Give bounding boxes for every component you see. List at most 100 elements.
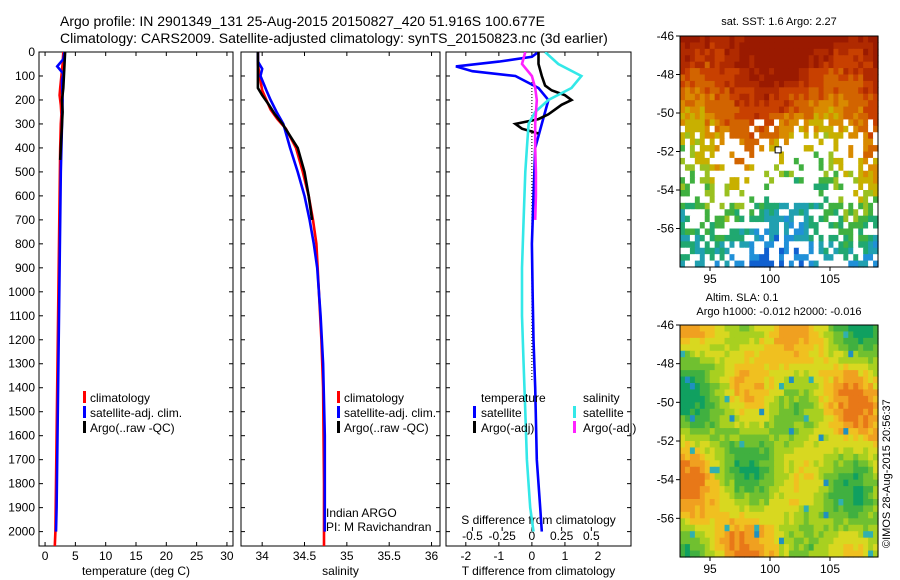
map-cell [813, 402, 820, 410]
map-cell [754, 331, 760, 339]
map-cell [873, 428, 879, 436]
map-cell [709, 190, 716, 198]
map-cell [858, 337, 864, 345]
map-cell [744, 486, 750, 494]
map-cell [764, 87, 770, 95]
map-cell [709, 434, 716, 442]
map-cell [699, 395, 706, 403]
map-cell [818, 389, 825, 397]
map-cell [833, 74, 839, 82]
map-cell [749, 151, 755, 159]
map-cell [744, 151, 750, 159]
map-cell [779, 460, 785, 468]
map-cell [764, 247, 770, 255]
map-cell [873, 125, 879, 133]
map-cell [838, 170, 844, 178]
map-cell [749, 511, 755, 519]
map-cell [729, 402, 736, 410]
map-cell [808, 428, 815, 436]
map-cell [813, 479, 820, 487]
map-cell [798, 434, 805, 442]
map-cell [719, 68, 726, 76]
map-cell [734, 421, 740, 429]
map-cell [853, 93, 859, 101]
map-cell [739, 518, 745, 526]
map-cell [783, 170, 790, 178]
map-cell [694, 325, 701, 333]
map-cell [798, 260, 805, 268]
map-cell [808, 447, 815, 455]
map-cell [843, 74, 849, 82]
map-cell [813, 42, 820, 50]
map-cell [853, 337, 859, 345]
map-cell [793, 254, 800, 262]
map-cell [729, 151, 736, 159]
map-cell [848, 492, 854, 500]
map-cell [724, 234, 731, 242]
map-cell [714, 125, 721, 133]
map-cell [823, 441, 830, 449]
map-cell [833, 260, 839, 268]
map-cell [779, 100, 785, 108]
map-cell [848, 518, 854, 526]
map-cell [714, 132, 721, 140]
map-cell [833, 68, 839, 76]
map-cell [764, 350, 770, 358]
map-cell [813, 473, 820, 481]
map-cell [779, 544, 785, 552]
map-cell [684, 466, 691, 474]
map-cell [853, 74, 859, 82]
map-cell [818, 119, 825, 127]
map-cell [793, 402, 800, 410]
map-cell [873, 196, 879, 204]
map-cell [863, 383, 869, 391]
map-cell [838, 215, 844, 223]
map-cell [803, 164, 810, 172]
map-cell [833, 61, 839, 69]
map-cell [853, 505, 859, 513]
map-cell [714, 247, 721, 255]
map-cell [779, 125, 785, 133]
map-cell [729, 486, 736, 494]
map-cell [699, 415, 706, 423]
map-cell [873, 87, 879, 95]
map-cell [783, 376, 790, 384]
map-cell [813, 80, 820, 88]
map-cell [813, 234, 820, 242]
map-cell [749, 125, 755, 133]
map-cell [863, 370, 869, 378]
map-cell [724, 376, 731, 384]
map-cell [828, 479, 835, 487]
map-cell [808, 376, 815, 384]
map-cell [828, 93, 835, 101]
map-cell [823, 370, 830, 378]
map-y-tick-label: -54 [657, 473, 675, 487]
map-cell [680, 119, 686, 127]
map-cell [739, 408, 745, 416]
map-cell [838, 222, 844, 230]
map-cell [863, 499, 869, 507]
map-cell [813, 61, 820, 69]
map-cell [724, 357, 731, 365]
map-cell [709, 350, 716, 358]
map-cell [828, 357, 835, 365]
map-cell [764, 370, 770, 378]
map-cell [848, 402, 854, 410]
map-cell [729, 254, 736, 262]
map-cell [724, 408, 731, 416]
map-cell [868, 138, 874, 146]
map-cell [783, 215, 790, 223]
map-cell [843, 402, 849, 410]
map-cell [709, 183, 716, 191]
series-line-argo-raw-qc- [256, 52, 314, 221]
map-cell [783, 344, 790, 352]
map-cell [759, 190, 765, 198]
map-cell [803, 447, 810, 455]
map-cell [680, 550, 686, 558]
map-cell [848, 36, 854, 44]
map-cell [684, 421, 691, 429]
map-cell [714, 447, 721, 455]
map-cell [833, 228, 839, 236]
map-cell [828, 164, 835, 172]
map-cell [858, 100, 864, 108]
